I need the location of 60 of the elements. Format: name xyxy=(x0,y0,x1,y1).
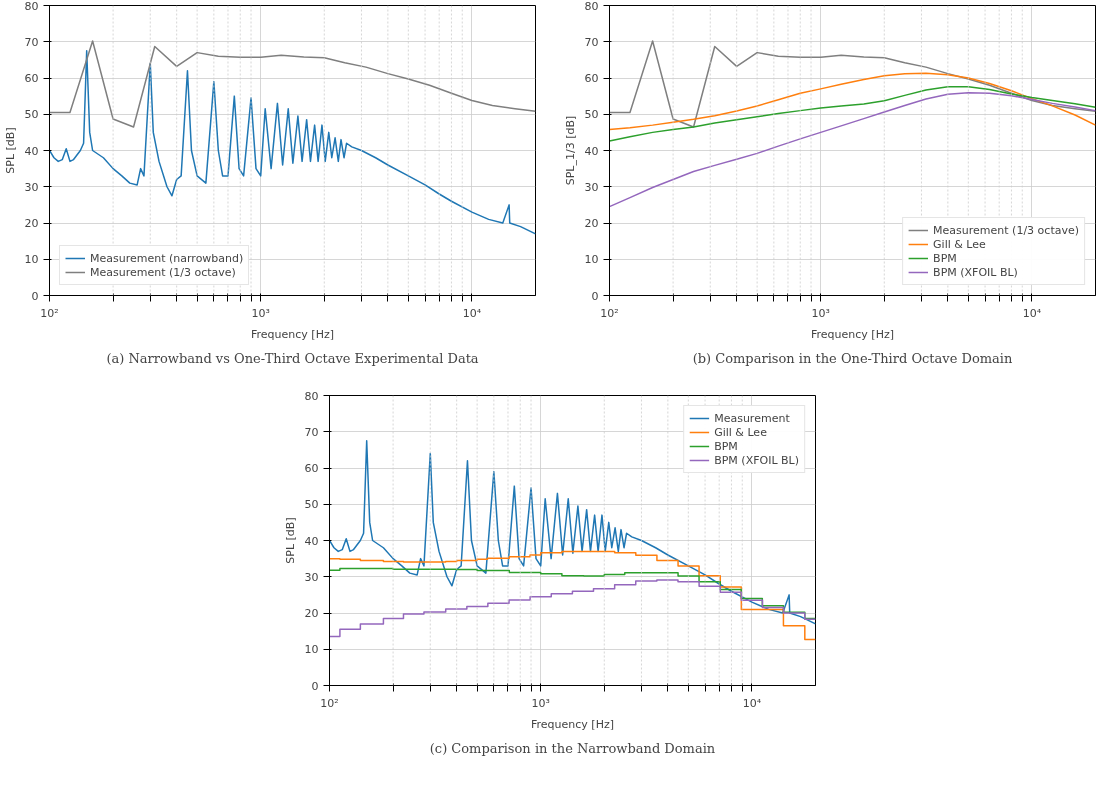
line-series xyxy=(49,40,536,128)
y-tick-label: 70 xyxy=(24,35,39,49)
line-series xyxy=(609,85,1096,142)
legend-label: BPM xyxy=(714,439,738,453)
y-tick-label: 0 xyxy=(311,679,319,693)
x-tick-label: 10² xyxy=(320,696,339,710)
y-axis-title: SPL [dB] xyxy=(283,517,297,564)
x-tick-label: 10⁴ xyxy=(1022,306,1042,320)
y-tick-label: 80 xyxy=(24,0,39,13)
y-tick-label: 50 xyxy=(584,108,599,122)
y-tick-label: 30 xyxy=(584,180,599,194)
legend-label: Measurement (1/3 octave) xyxy=(933,223,1079,237)
legend-label: Measurement (narrowband) xyxy=(90,251,244,265)
line-series xyxy=(609,40,1096,128)
x-tick-label: 10² xyxy=(40,306,59,320)
y-tick-label: 60 xyxy=(304,462,319,475)
x-tick-label: 10³ xyxy=(531,696,550,710)
text: (c) Comparison in the Narrowband Domain xyxy=(429,740,716,756)
y-tick-label: 80 xyxy=(584,0,599,13)
legend-label: BPM xyxy=(933,251,957,265)
y-tick-label: 50 xyxy=(304,498,319,512)
legend-label: BPM (XFOIL BL) xyxy=(714,453,799,467)
legend-label: Gill & Lee xyxy=(714,425,767,439)
y-axis-title: SPL [dB] xyxy=(3,127,17,174)
y-tick-label: 80 xyxy=(304,389,319,403)
y-tick-label: 30 xyxy=(304,570,319,584)
text: (b) Comparison in the One-Third Octave Domain xyxy=(692,350,1013,366)
y-tick-label: 10 xyxy=(24,253,39,267)
y-tick-label: 0 xyxy=(31,289,39,303)
x-tick-label: 10³ xyxy=(251,306,270,320)
x-axis-title: Frequency [Hz] xyxy=(811,327,894,341)
y-tick-label: 10 xyxy=(304,643,319,657)
y-tick-label: 40 xyxy=(24,144,39,158)
y-tick-label: 70 xyxy=(584,35,599,49)
y-tick-label: 40 xyxy=(584,144,599,158)
y-tick-label: 10 xyxy=(584,253,599,267)
x-tick-label: 10³ xyxy=(811,306,830,320)
legend-label: BPM (XFOIL BL) xyxy=(933,265,1018,279)
y-tick-label: 30 xyxy=(24,180,39,194)
x-tick-label: 10⁴ xyxy=(462,306,482,320)
y-tick-label: 20 xyxy=(304,607,319,620)
y-tick-label: 60 xyxy=(584,72,599,85)
x-axis-title: Frequency [Hz] xyxy=(251,327,334,341)
y-tick-label: 20 xyxy=(24,217,39,230)
y-tick-label: 0 xyxy=(591,289,599,303)
y-tick-label: 50 xyxy=(24,108,39,122)
x-tick-label: 10² xyxy=(600,306,619,320)
text: (a) Narrowband vs One-Third Octave Experimental Data xyxy=(106,350,479,366)
legend-label: Measurement (1/3 octave) xyxy=(90,265,236,279)
legend-label: Gill & Lee xyxy=(933,237,986,251)
x-tick-label: 10⁴ xyxy=(742,696,762,710)
y-axis-title: SPL_1/3 [dB] xyxy=(563,115,577,186)
y-tick-label: 60 xyxy=(24,72,39,85)
line-series xyxy=(609,92,1096,208)
y-tick-label: 70 xyxy=(304,425,319,439)
line-series xyxy=(609,72,1096,131)
y-tick-label: 40 xyxy=(304,534,319,548)
legend-label: Measurement xyxy=(714,411,790,425)
x-axis-title: Frequency [Hz] xyxy=(531,717,614,731)
y-tick-label: 20 xyxy=(584,217,599,230)
